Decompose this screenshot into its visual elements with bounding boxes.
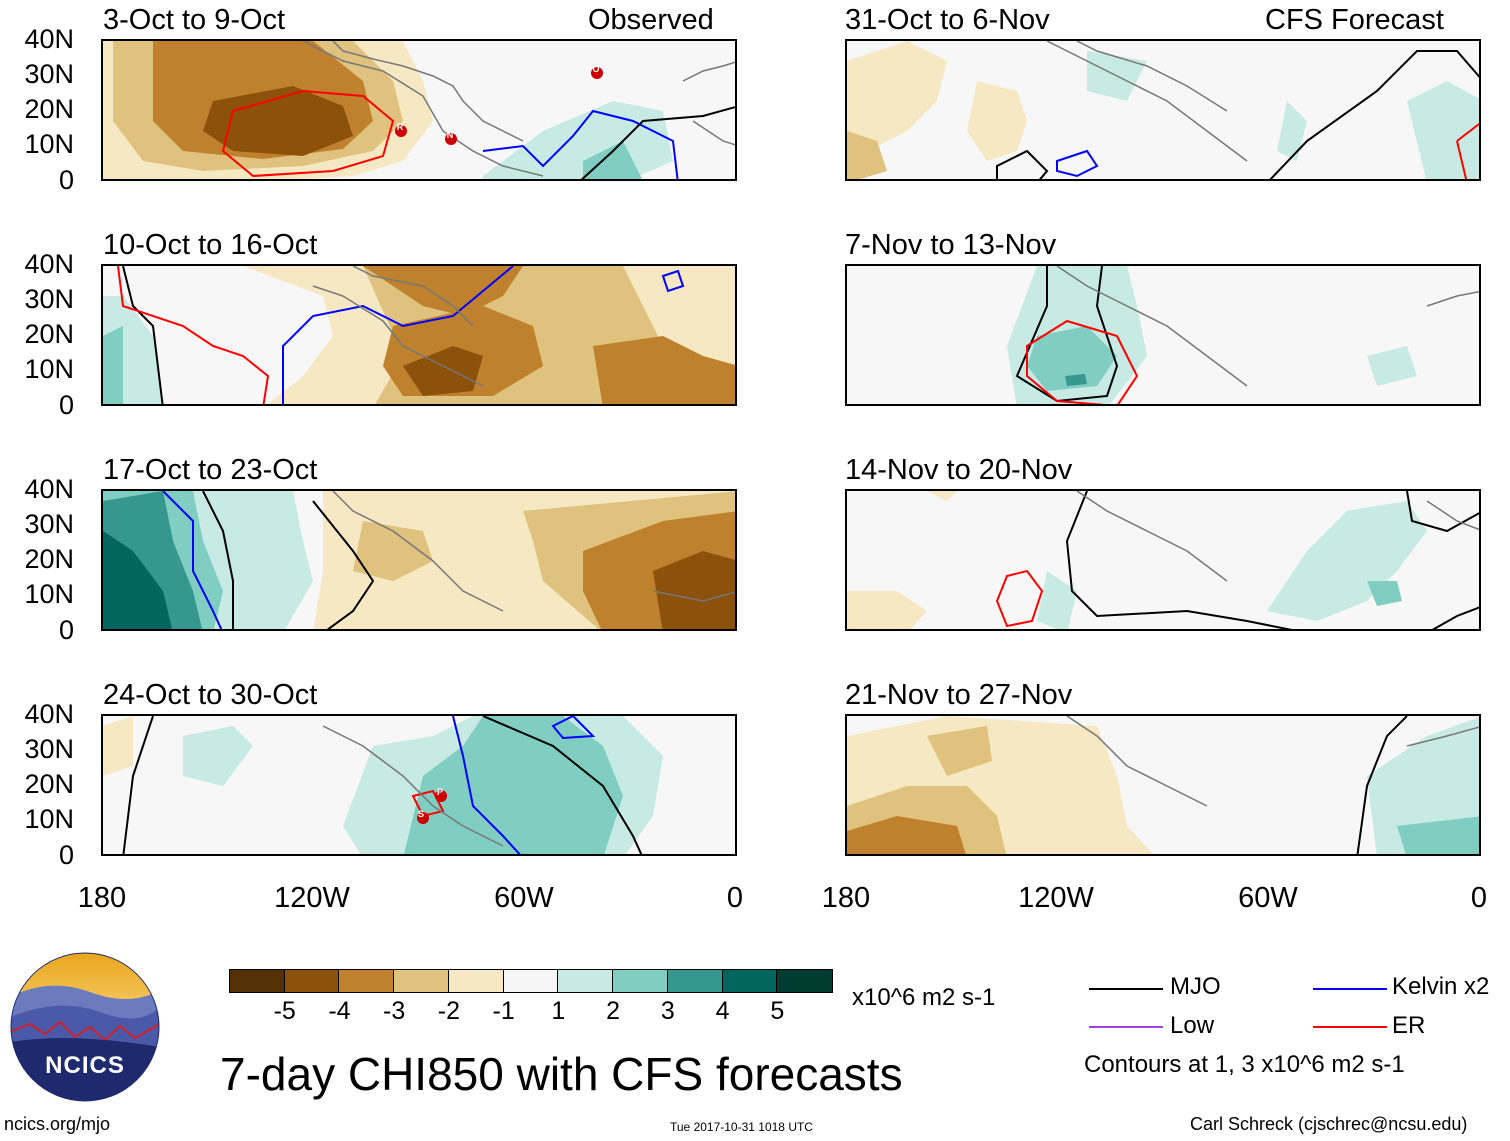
panel-title-right-3: 14-Nov to 20-Nov xyxy=(845,454,1073,486)
colorbar-label: 5 xyxy=(770,997,785,1025)
y-label-10n: 10N xyxy=(24,129,74,159)
y-label-10n: 10N xyxy=(24,354,74,384)
colorbar-cell xyxy=(230,970,285,992)
panel-title-left-3: 17-Oct to 23-Oct xyxy=(103,454,318,486)
y-label-20n: 20N xyxy=(24,544,74,574)
y-label-0: 0 xyxy=(58,840,74,870)
y-label-30n: 30N xyxy=(24,734,74,764)
storm-marker-p: P xyxy=(436,787,443,797)
map-panel-left-4 xyxy=(101,714,737,856)
legend-mjo-label: MJO xyxy=(1170,973,1221,1000)
legend-low-label: Low xyxy=(1170,1012,1215,1039)
colorbar-label: -5 xyxy=(273,997,296,1025)
footer-url[interactable]: ncics.org/mjo xyxy=(4,1114,111,1134)
storm-marker-n: N xyxy=(446,130,454,140)
y-label-0: 0 xyxy=(58,390,74,420)
y-label-0: 0 xyxy=(58,615,74,645)
storm-marker-r: R xyxy=(396,122,404,132)
x-label-0: 0 xyxy=(726,882,744,914)
panel-title-right-1: 31-Oct to 6-Nov xyxy=(845,4,1050,36)
x-label-60w: 60W xyxy=(494,882,554,914)
contours-note: Contours at 1, 3 x10^6 m2 s-1 xyxy=(1084,1051,1405,1078)
colorbar xyxy=(229,969,833,993)
y-label-30n: 30N xyxy=(24,284,74,314)
logo-text: NCICS xyxy=(45,1052,125,1079)
colorbar-label: -1 xyxy=(492,997,515,1025)
panel-title-left-1: 3-Oct to 9-Oct xyxy=(103,4,286,36)
colorbar-cell xyxy=(777,970,832,992)
footer-timestamp: Tue 2017-10-31 1018 UTC xyxy=(670,1120,813,1134)
storm-marker-o: O xyxy=(592,64,600,74)
y-label-20n: 20N xyxy=(24,319,74,349)
y-label-40n: 40N xyxy=(24,474,74,504)
map-panel-right-3 xyxy=(845,489,1481,631)
colorbar-cell xyxy=(448,970,504,992)
y-label-40n: 40N xyxy=(24,24,74,54)
x-label-60w: 60W xyxy=(1238,882,1298,914)
colorbar-cell xyxy=(667,970,723,992)
y-label-40n: 40N xyxy=(24,699,74,729)
y-label-30n: 30N xyxy=(24,509,74,539)
x-label-0: 0 xyxy=(1470,882,1488,914)
panel-title-left-4: 24-Oct to 30-Oct xyxy=(103,679,318,711)
y-label-10n: 10N xyxy=(24,579,74,609)
panel-title-left-2: 10-Oct to 16-Oct xyxy=(103,229,318,261)
panel-title-right-4: 21-Nov to 27-Nov xyxy=(845,679,1073,711)
map-panel-right-2 xyxy=(845,264,1481,406)
map-panel-left-1 xyxy=(101,39,737,181)
colorbar-label: 1 xyxy=(551,997,566,1025)
colorbar-label: -4 xyxy=(328,997,351,1025)
y-label-20n: 20N xyxy=(24,769,74,799)
legend-kelvin-label: Kelvin x2 xyxy=(1392,973,1490,1000)
colorbar-units: x10^6 m2 s-1 xyxy=(852,984,996,1011)
colorbar-cell xyxy=(503,970,559,992)
y-label-0: 0 xyxy=(58,165,74,195)
x-label-180: 180 xyxy=(77,882,127,914)
map-panel-right-1 xyxy=(845,39,1481,181)
observed-label: Observed xyxy=(588,4,714,36)
y-label-30n: 30N xyxy=(24,59,74,89)
colorbar-cell xyxy=(394,970,449,992)
legend-kelvin-line xyxy=(1313,988,1387,990)
legend-er-line xyxy=(1313,1026,1387,1028)
colorbar-cell xyxy=(339,970,395,992)
ncics-logo[interactable]: NCICS xyxy=(10,952,160,1102)
map-panel-left-2 xyxy=(101,264,737,406)
legend-mjo-line xyxy=(1089,988,1163,990)
map-panel-right-4 xyxy=(845,714,1481,856)
colorbar-cell xyxy=(613,970,668,992)
colorbar-label: -2 xyxy=(437,997,461,1025)
colorbar-cell xyxy=(558,970,614,992)
panel-title-right-2: 7-Nov to 13-Nov xyxy=(845,229,1057,261)
storm-marker-s: S xyxy=(417,809,424,819)
colorbar-cell xyxy=(722,970,778,992)
y-label-40n: 40N xyxy=(24,249,74,279)
y-label-20n: 20N xyxy=(24,94,74,124)
y-label-10n: 10N xyxy=(24,804,74,834)
x-label-180: 180 xyxy=(821,882,871,914)
colorbar-label: 3 xyxy=(660,997,675,1025)
legend-low-line xyxy=(1089,1026,1163,1028)
map-panel-left-3 xyxy=(101,489,737,631)
colorbar-label: 2 xyxy=(606,997,621,1025)
footer-credit: Carl Schreck (cjschrec@ncsu.edu) xyxy=(1190,1114,1468,1134)
x-label-120w: 120W xyxy=(274,882,350,914)
x-label-120w: 120W xyxy=(1018,882,1094,914)
colorbar-label: -3 xyxy=(383,997,406,1025)
legend-er-label: ER xyxy=(1392,1012,1426,1039)
colorbar-cell xyxy=(284,970,340,992)
cfs-forecast-label: CFS Forecast xyxy=(1265,4,1444,36)
colorbar-label: 4 xyxy=(715,997,730,1025)
main-title: 7-day CHI850 with CFS forecasts xyxy=(220,1048,903,1100)
